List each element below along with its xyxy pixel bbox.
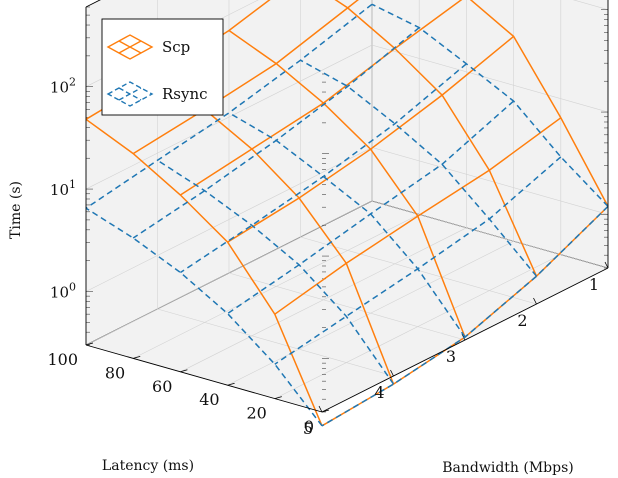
legend-icon-line-b (118, 87, 142, 101)
x-axis-label: Bandwidth (Mbps) (442, 460, 574, 476)
grid-y-2-floor (227, 240, 514, 386)
x-tick-label-0: 1 (589, 275, 599, 294)
grid-z-0-a (371, 147, 609, 215)
surface-rsync-bandwidth-5 (85, 207, 323, 427)
y-axis-label: Latency (ms) (102, 458, 194, 474)
front-edge-latency (85, 344, 323, 413)
x-tick-label-1: 2 (517, 311, 527, 330)
axis-labels: Time (s) Latency (ms) Bandwidth (Mbps) 1… (8, 76, 599, 476)
grid-y-4-floor (133, 214, 420, 359)
x-tick-4 (318, 405, 323, 413)
x-tick-2 (461, 333, 466, 341)
surface-scp-bandwidth-5 (85, 118, 323, 427)
x-tick-label-2: 3 (446, 347, 456, 366)
legend-label-scp: Scp (162, 38, 190, 56)
legend-icon-outline (106, 81, 154, 107)
y-tick-3 (180, 369, 188, 373)
x-tick-3 (390, 369, 394, 377)
legend-scp-icon (106, 34, 154, 60)
surface-rsync-bandwidth-1 (371, 3, 609, 207)
axis-box-front (85, 0, 609, 413)
y-tick-1 (274, 396, 282, 399)
y-tick-label-4: 80 (105, 363, 125, 382)
z-tick-label-2: 102 (50, 76, 76, 97)
x-tick-label-4: 5 (303, 419, 313, 438)
legend-rsync-icon (106, 81, 154, 107)
y-tick-label-5: 100 (47, 350, 78, 369)
surface-rsync-bandwidth-3 (228, 112, 466, 338)
grid-z-1-a (371, 44, 609, 113)
x-tick-0 (604, 261, 609, 269)
surface-scp-bandwidth-1 (469, 0, 609, 207)
z-axis-label: Time (s) (8, 181, 24, 239)
surface-scp-bandwidth-3 (228, 29, 466, 338)
legend: Scp Rsync (101, 18, 224, 116)
y-tick-2 (227, 382, 235, 386)
surface-scp-bandwidth-2 (334, 0, 538, 277)
grid-x-2-floor (228, 272, 466, 341)
y-tick-label-3: 60 (152, 377, 172, 396)
front-edge-bandwidth (321, 267, 609, 413)
grid-x-0-floor (371, 200, 609, 269)
surface-rsync-bandwidth-2 (300, 59, 538, 277)
y-tick-label-1: 20 (246, 404, 266, 423)
z-tick-label-0: 100 (50, 280, 76, 301)
legend-label-rsync: Rsync (162, 85, 208, 103)
y-tick-label-2: 40 (199, 390, 219, 409)
surfaces (85, 0, 609, 427)
z-tick-label-1: 101 (50, 178, 76, 199)
y-tick-4 (133, 356, 141, 359)
legend-icon-outline (106, 34, 154, 60)
grid-x-3-floor (157, 308, 394, 377)
back-wall-latency (372, 0, 608, 268)
y-tick-label-0: 0 (304, 417, 314, 436)
y-tick-5 (85, 342, 94, 346)
surface-rsync-latency-100 (85, 3, 373, 209)
grid-y-3-floor (180, 227, 467, 373)
legend-icon-line-b (118, 40, 142, 54)
x-tick-1 (533, 297, 537, 305)
x-tick-label-3: 4 (374, 383, 384, 402)
surface-rsync-bandwidth-4 (157, 159, 395, 385)
surface-rsync (85, 3, 609, 427)
